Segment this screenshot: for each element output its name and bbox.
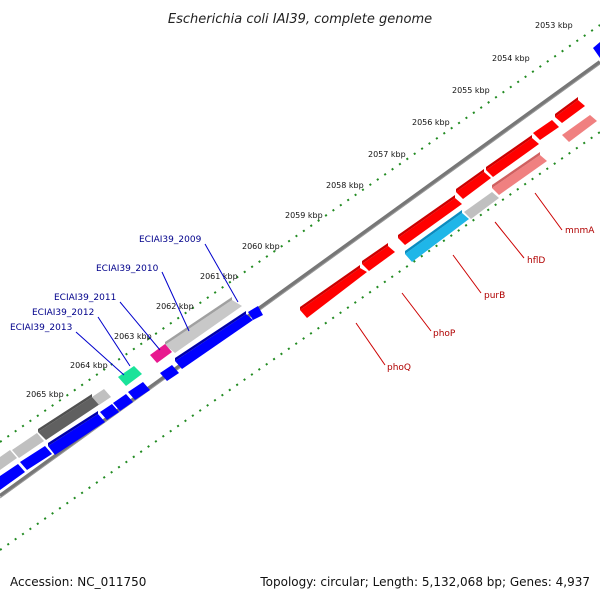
gene-blue-lower-a[interactable] — [100, 404, 119, 420]
kbp-label: 2065 kbp — [26, 390, 64, 399]
gene-upper-red-a[interactable] — [486, 138, 539, 177]
blue-gene-labels: ECIAI39_2009 ECIAI39_2010 ECIAI39_2011 E… — [10, 235, 202, 333]
gene-blue-small[interactable] — [160, 365, 179, 381]
gene-label: phoP — [433, 329, 456, 339]
gene-ECIAI39_2010[interactable] — [150, 344, 172, 363]
gene-blue-lower-d[interactable] — [0, 464, 25, 490]
red-leader-lines — [355, 192, 563, 366]
gene-label: ECIAI39_2010 — [96, 264, 159, 274]
gene-label: ECIAI39_2013 — [10, 323, 72, 333]
gene-gray-light-b[interactable] — [12, 433, 44, 458]
minus-strand-genes — [0, 42, 600, 490]
kbp-label: 2062 kbp — [156, 302, 194, 311]
gene-label: ECIAI39_2012 — [32, 308, 94, 318]
gene-ECIAI39_2013[interactable] — [113, 394, 133, 411]
kbp-label: 2056 kbp — [412, 118, 450, 127]
gene-purB[interactable] — [398, 198, 462, 245]
gene-label: phoQ — [387, 363, 411, 373]
gene-purB-cyan[interactable] — [405, 213, 469, 262]
kbp-label: 2057 kbp — [368, 150, 406, 159]
gene-label: purB — [484, 291, 505, 301]
gene-gray-left-edge[interactable] — [0, 450, 17, 470]
kbp-label: 2063 kbp — [114, 332, 152, 341]
gene-label: hflD — [527, 256, 545, 266]
gene-upper-red-c[interactable] — [555, 100, 585, 123]
gene-label: mnmA — [565, 226, 595, 236]
gene-gray-dark[interactable] — [38, 397, 100, 440]
kbp-labels: 2053 kbp 2054 kbp 2055 kbp 2056 kbp 2057… — [26, 21, 573, 399]
gene-gray-upper[interactable] — [165, 300, 242, 353]
red-gene-labels: mnmA hflD purB phoP phoQ — [387, 226, 595, 373]
gene-blue-lower-c[interactable] — [20, 446, 52, 470]
kbp-label: 2058 kbp — [326, 181, 364, 190]
kbp-label: 2055 kbp — [452, 86, 490, 95]
kbp-label: 2054 kbp — [492, 54, 530, 63]
kbp-label: 2059 kbp — [285, 211, 323, 220]
gene-ECIAI39_2012[interactable] — [128, 382, 150, 400]
kbp-label: 2053 kbp — [535, 21, 573, 30]
gene-mnmA[interactable] — [492, 155, 547, 195]
gene-label: ECIAI39_2009 — [139, 235, 202, 245]
accession-text: Accession: NC_011750 — [10, 575, 146, 589]
gene-blue-arrow-top[interactable] — [248, 306, 263, 320]
outer-tick-ruler — [0, 24, 600, 443]
gene-label: ECIAI39_2011 — [54, 293, 116, 303]
gene-hflD[interactable] — [456, 172, 491, 199]
gene-gray-light-a[interactable] — [92, 389, 111, 405]
blue-leader-lines — [75, 243, 239, 376]
gene-gray-segment — [464, 192, 499, 219]
summary-text: Topology: circular; Length: 5,132,068 bp… — [259, 575, 590, 589]
gene-ECIAI39_2011[interactable] — [118, 366, 142, 386]
gene-upper-pink[interactable] — [562, 115, 597, 142]
kbp-label: 2064 kbp — [70, 361, 108, 370]
gene-ECIAI39_2009[interactable] — [175, 314, 253, 369]
gene-blue-top-corner[interactable] — [593, 42, 600, 58]
gene-phoQ[interactable] — [300, 268, 367, 318]
genome-backbone — [0, 60, 600, 499]
gene-phoP[interactable] — [362, 246, 395, 271]
kbp-label: 2061 kbp — [200, 272, 238, 281]
map-title: Escherichia coli IAI39, complete genome — [168, 12, 432, 27]
gene-upper-red-b[interactable] — [533, 120, 559, 140]
plus-strand-genes — [300, 97, 597, 318]
kbp-label: 2060 kbp — [242, 242, 280, 251]
inner-tick-ruler — [0, 131, 600, 551]
gene-blue-lower-b[interactable] — [48, 414, 105, 455]
